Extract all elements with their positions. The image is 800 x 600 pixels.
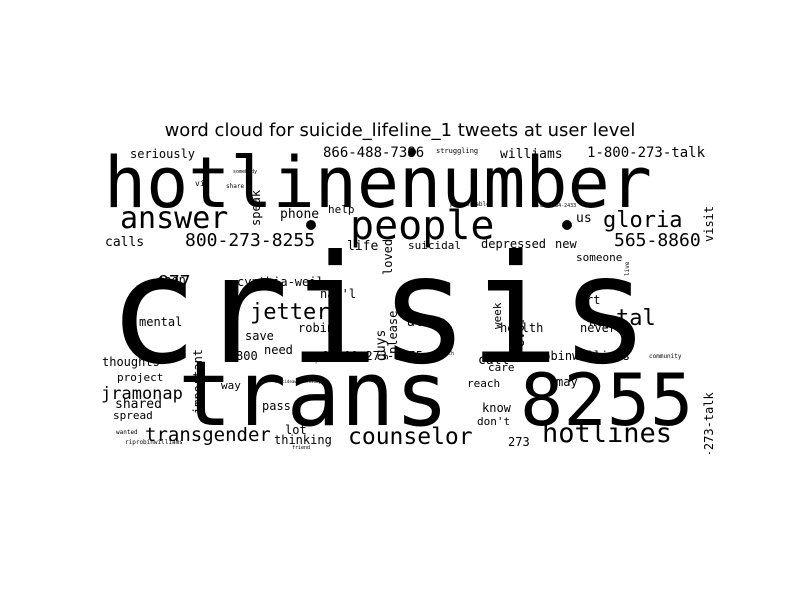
word-7: counselor xyxy=(348,424,473,450)
word-41: loved xyxy=(381,239,395,276)
word-21: help xyxy=(328,203,355,216)
word-82: 1-800-784-2433 xyxy=(534,203,577,209)
word-53: robinwilliams xyxy=(536,349,630,363)
word-31: mental xyxy=(139,315,183,329)
word-9: 800-273-8255 xyxy=(185,230,316,251)
word-50: health xyxy=(500,321,544,335)
word-69: preventable xyxy=(450,201,490,208)
word-16: 866-488-7386 xyxy=(323,145,425,161)
word-76: suicideawarenessday xyxy=(275,379,321,384)
word-64: way xyxy=(221,379,241,392)
word-cloud: crisis hotlinenumber trans 8255 people answer… xyxy=(100,144,720,454)
word-74: community xyxy=(649,353,682,360)
dot-mark-0 xyxy=(306,220,316,230)
word-83: live xyxy=(624,262,631,277)
word-39: alone xyxy=(407,315,447,330)
word-51: call xyxy=(478,353,510,368)
word-5: answer xyxy=(120,201,229,236)
word-10: 565-8860 xyxy=(614,230,701,251)
word-80: remember xyxy=(589,283,614,289)
word-42: speak xyxy=(249,190,263,227)
word-66: lot xyxy=(285,423,307,437)
dot-mark-1 xyxy=(562,220,572,230)
word-14: 877 xyxy=(158,272,191,293)
word-32: important xyxy=(191,349,205,415)
word-8: gloria xyxy=(603,208,683,233)
word-24: depressed xyxy=(481,237,547,251)
word-28: cynthia-weil xyxy=(237,275,324,289)
word-61: project xyxy=(117,371,164,384)
word-45: never xyxy=(580,321,617,335)
chart-title: word cloud for suicide_lifeline_1 tweets… xyxy=(164,120,636,141)
word-12: transgender xyxy=(145,424,271,446)
word-2: trans xyxy=(178,342,449,447)
word-27: calls xyxy=(105,235,145,250)
word-11: jetter xyxy=(250,300,330,325)
word-65: pass xyxy=(262,399,291,413)
word-3: 8255 xyxy=(520,358,694,442)
word-25: new xyxy=(555,237,577,251)
word-52: care xyxy=(488,361,515,374)
word-15: jramonap xyxy=(101,384,183,404)
word-30: open xyxy=(157,273,186,287)
word-79: wanted xyxy=(116,429,138,436)
word-54: 800-273-talk xyxy=(702,392,716,454)
word-59: 273 xyxy=(508,435,530,449)
word-17: 1-800-273-talk xyxy=(587,145,706,161)
word-26: us xyxy=(576,211,592,226)
word-77: riprobinwilliams xyxy=(125,439,183,446)
word-36: 800 xyxy=(236,349,258,363)
word-67: thinking xyxy=(274,433,332,447)
word-57: know xyxy=(482,401,511,415)
word-47: hey xyxy=(589,315,611,329)
word-13: tal xyxy=(616,306,656,331)
word-56: reach xyxy=(467,377,501,390)
word-44: someone xyxy=(576,251,623,264)
word-73: depression xyxy=(308,357,345,364)
word-37: 1-800-273-8255 xyxy=(322,349,424,363)
word-43: visit xyxy=(702,206,716,243)
word-20: phone xyxy=(280,207,320,222)
word-22: life xyxy=(347,239,379,254)
word-58: don't xyxy=(477,415,511,428)
word-72: via xyxy=(195,179,210,188)
word-60: thoughts xyxy=(102,355,160,369)
word-34: save xyxy=(245,329,274,343)
word-23: suicidal xyxy=(408,239,461,252)
word-4: people xyxy=(350,203,495,249)
word-62: shared xyxy=(115,397,162,412)
word-78: friend xyxy=(292,445,311,451)
word-46: rt xyxy=(586,293,601,307)
word-40: please xyxy=(386,311,400,355)
word-19: seriously xyxy=(130,147,196,161)
word-1: hotlinenumber xyxy=(104,144,652,224)
word-70: love xyxy=(136,285,153,293)
word-75: death xyxy=(439,351,455,357)
word-33: robin xyxy=(298,321,335,335)
word-68: struggling xyxy=(436,147,479,155)
dot-mark-2 xyxy=(408,148,416,156)
word-63: spread xyxy=(113,409,153,422)
word-29: nat'l xyxy=(320,287,357,301)
word-71: share xyxy=(226,183,245,190)
word-55: may xyxy=(556,375,578,389)
word-81: somebody xyxy=(233,169,258,175)
word-35: need xyxy=(264,343,293,357)
word-0: crisis xyxy=(108,224,650,398)
word-6: hotlines xyxy=(542,418,673,449)
word-18: williams xyxy=(500,147,563,162)
